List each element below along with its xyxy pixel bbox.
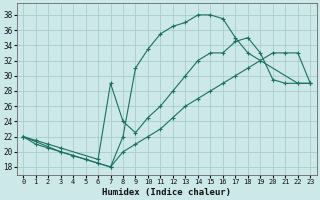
X-axis label: Humidex (Indice chaleur): Humidex (Indice chaleur) (102, 188, 231, 197)
